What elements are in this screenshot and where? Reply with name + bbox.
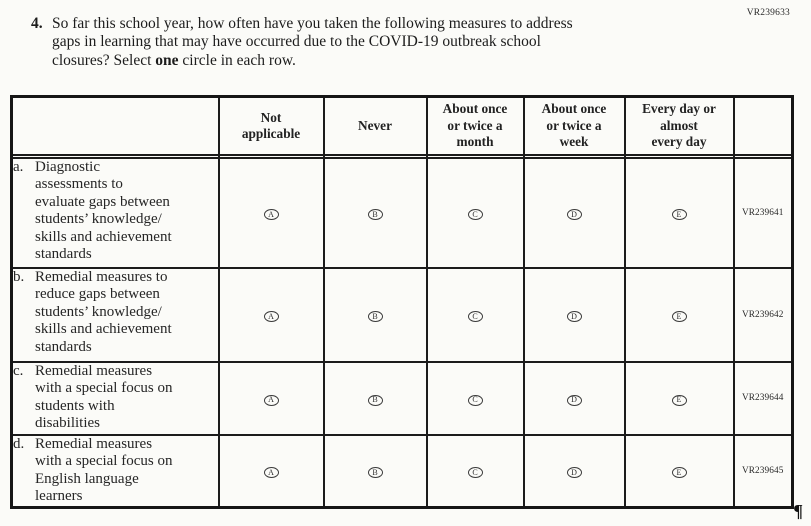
answer-circle-row-d-option-c[interactable]: C <box>467 467 483 479</box>
answer-circle-row-a-option-a[interactable]: A <box>263 209 279 220</box>
answer-circle-row-b-option-a[interactable]: A <box>263 311 279 322</box>
form-code-top-right: VR239633 <box>746 8 790 18</box>
answer-circle-row-d-option-e[interactable]: E <box>671 467 687 479</box>
table-row-a: a. Diagnostic assessments to evaluate ga… <box>10 156 794 269</box>
row-c-label: Remedial measures with a special focus o… <box>35 362 173 432</box>
row-a-code: VR239641 <box>732 156 794 269</box>
row-a-label: Diagnostic assessments to evaluate gaps … <box>35 158 172 263</box>
table-row-d: d. Remedial measures with a special focu… <box>10 433 794 509</box>
answer-circle-row-b-option-c[interactable]: C <box>467 311 483 322</box>
col-header-not-applicable: Not applicable <box>217 95 325 156</box>
row-d-label-cell: d. Remedial measures with a special focu… <box>10 433 220 509</box>
row-a-label-cell: a. Diagnostic assessments to evaluate ga… <box>10 156 220 269</box>
answer-circle-row-c-option-d[interactable]: D <box>566 394 582 406</box>
question-text-main: So far this school year, how often have … <box>52 15 573 69</box>
row-d-marker: d. <box>13 435 25 452</box>
double-rule-spacer <box>10 153 794 159</box>
col-header-every-day: Every day or almost every day <box>623 95 735 156</box>
answer-circle-row-b-option-d[interactable]: D <box>566 311 582 322</box>
question-text-end: circle in each row. <box>178 51 296 69</box>
question-text: So far this school year, how often have … <box>52 15 731 70</box>
row-b-label-cell: b. Remedial measures to reduce gaps betw… <box>10 266 220 363</box>
row-c-code: VR239644 <box>732 360 794 436</box>
row-d-label: Remedial measures with a special focus o… <box>35 435 173 505</box>
answer-circle-row-b-option-e[interactable]: E <box>671 311 687 322</box>
row-b-label: Remedial measures to reduce gaps between… <box>35 268 172 355</box>
answer-circle-row-d-option-b[interactable]: B <box>367 467 383 479</box>
row-c-marker: c. <box>13 362 24 379</box>
response-matrix-table: Not applicable Never About once or twice… <box>10 95 794 509</box>
question-block: 4. So far this school year, how often ha… <box>31 15 731 70</box>
row-a-marker: a. <box>13 158 24 175</box>
answer-circle-row-c-option-a[interactable]: A <box>263 394 279 406</box>
row-c-label-cell: c. Remedial measures with a special focu… <box>10 360 220 436</box>
answer-circle-row-a-option-e[interactable]: E <box>671 209 687 220</box>
pilcrow-mark: ¶ <box>793 501 803 521</box>
col-header-code-blank <box>732 95 794 156</box>
row-b-marker: b. <box>13 268 25 285</box>
row-d-code: VR239645 <box>732 433 794 509</box>
answer-circle-row-d-option-d[interactable]: D <box>566 467 582 479</box>
col-header-blank <box>10 95 220 156</box>
answer-circle-row-c-option-c[interactable]: C <box>467 394 483 406</box>
answer-circle-row-c-option-b[interactable]: B <box>367 394 383 406</box>
answer-circle-row-b-option-b[interactable]: B <box>367 311 383 322</box>
row-b-code: VR239642 <box>732 266 794 363</box>
col-header-once-twice-week: About once or twice a week <box>522 95 626 156</box>
question-text-bold-one: one <box>155 51 179 69</box>
answer-circle-row-c-option-e[interactable]: E <box>671 394 687 406</box>
answer-circle-row-d-option-a[interactable]: A <box>263 467 279 479</box>
table-row-c: c. Remedial measures with a special focu… <box>10 360 794 436</box>
answer-circle-row-a-option-b[interactable]: B <box>367 209 383 220</box>
col-header-never: Never <box>322 95 428 156</box>
question-number: 4. <box>31 15 43 32</box>
header-row: Not applicable Never About once or twice… <box>10 95 794 156</box>
table-row-b: b. Remedial measures to reduce gaps betw… <box>10 266 794 363</box>
col-header-once-twice-month: About once or twice a month <box>425 95 525 156</box>
answer-circle-row-a-option-d[interactable]: D <box>566 209 582 220</box>
answer-circle-row-a-option-c[interactable]: C <box>467 209 483 220</box>
